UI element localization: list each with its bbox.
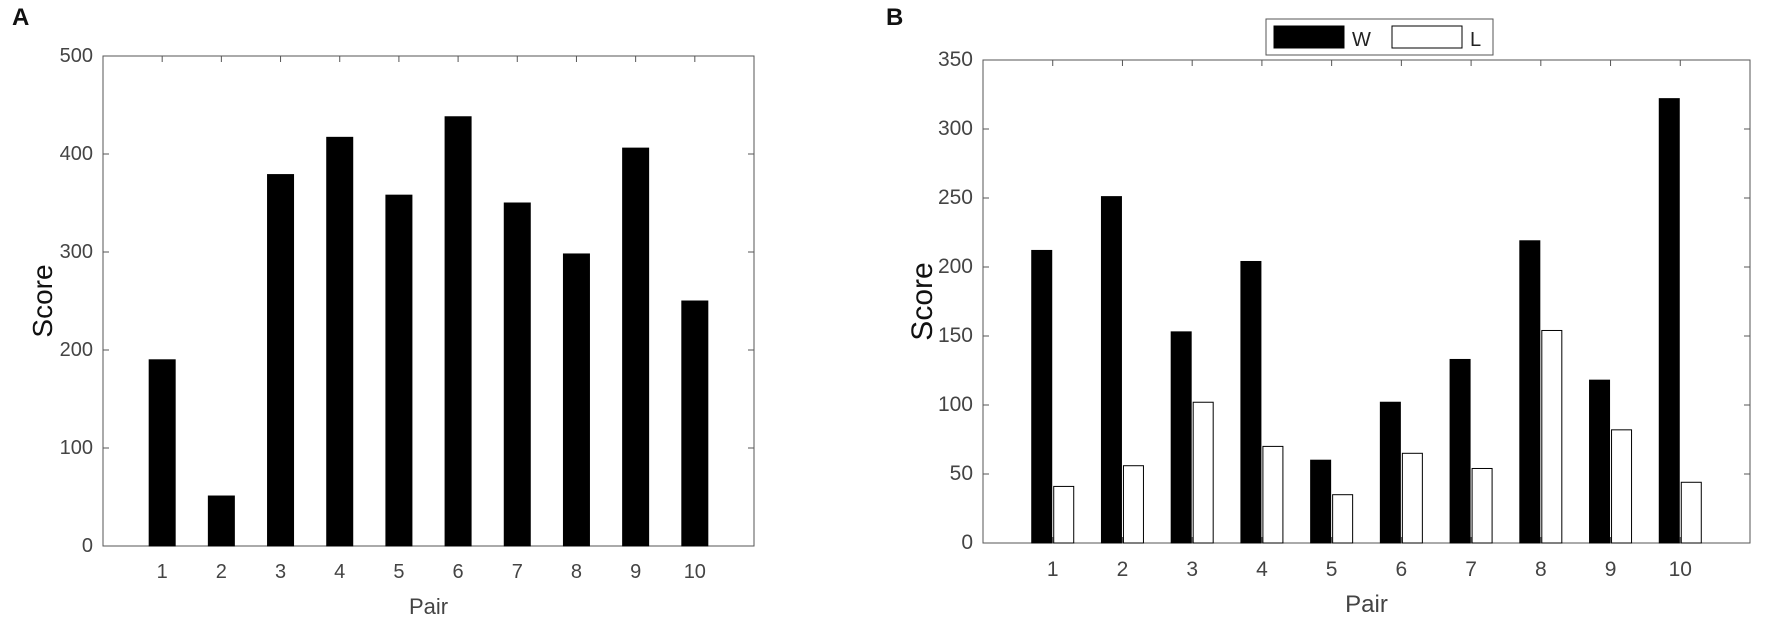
- bar: [1053, 485, 1075, 544]
- bar: [1401, 452, 1423, 544]
- y-tick-label: 100: [60, 437, 93, 459]
- y-tick-label: 0: [82, 535, 93, 557]
- chart-a: 0 100 200 300 400 500 1 2 3 4 5 6 7 8 9 10 Pair Score: [27, 45, 755, 619]
- x-tick-label: 10: [1669, 558, 1692, 581]
- legend-label: W: [1352, 29, 1371, 51]
- bar: [1589, 379, 1611, 544]
- y-tick-label: 50: [950, 462, 973, 485]
- bar: [562, 253, 590, 547]
- bar: [681, 300, 709, 547]
- y-axis-label: Score: [906, 262, 939, 340]
- bar: [1541, 329, 1563, 544]
- bar: [1100, 196, 1122, 544]
- x-tick-label: 8: [571, 561, 582, 583]
- bar: [326, 136, 354, 547]
- y-tick-label: 350: [938, 48, 973, 71]
- x-tick-label: 9: [630, 561, 641, 583]
- x-tick-label: 1: [1047, 558, 1059, 581]
- plot-frame: [982, 59, 1751, 544]
- bar: [207, 495, 235, 547]
- bar: [503, 202, 531, 547]
- bar: [1240, 260, 1262, 544]
- y-tick-label: 500: [60, 45, 93, 67]
- x-tick-label: 4: [334, 561, 345, 583]
- y-tick-label: 300: [60, 241, 93, 263]
- bar: [1332, 494, 1354, 544]
- x-tick-label: 6: [1396, 558, 1408, 581]
- chart-b: 0 50 100 150 200 250 300 350 1 2 3 4 5 6 7 8 9 10 Pair Scor…: [906, 18, 1751, 618]
- bar: [1519, 240, 1541, 544]
- x-tick-label: 3: [1186, 558, 1198, 581]
- y-tick-label: 200: [60, 339, 93, 361]
- x-tick-label: 4: [1256, 558, 1268, 581]
- x-tick-label: 2: [1117, 558, 1129, 581]
- x-tick-label: 5: [393, 561, 404, 583]
- bar: [1170, 331, 1192, 544]
- bar: [1192, 401, 1214, 544]
- bar: [1262, 445, 1284, 544]
- bar: [444, 116, 472, 547]
- y-tick-label: 200: [938, 255, 973, 278]
- bar: [1310, 459, 1332, 544]
- legend-swatch: [1273, 25, 1345, 49]
- bar: [148, 359, 176, 547]
- bar: [1471, 467, 1493, 544]
- x-tick-label: 8: [1535, 558, 1547, 581]
- y-tick-label: 400: [60, 143, 93, 165]
- legend-label: L: [1470, 29, 1481, 51]
- x-tick-label: 1: [157, 561, 168, 583]
- panel-b-label: B: [886, 4, 904, 31]
- bar: [1379, 401, 1401, 544]
- x-tick-label: 9: [1605, 558, 1617, 581]
- x-tick-label: 6: [453, 561, 464, 583]
- bar: [1680, 481, 1702, 544]
- x-axis-label: Pair: [409, 594, 448, 619]
- x-tick-label: 7: [512, 561, 523, 583]
- panel-a-label: A: [12, 4, 30, 31]
- plot-frame: [102, 55, 755, 547]
- x-tick-label: 3: [275, 561, 286, 583]
- y-tick-label: 150: [938, 324, 973, 347]
- x-tick-label: 7: [1465, 558, 1477, 581]
- x-tick-label: 5: [1326, 558, 1338, 581]
- x-axis-label: Pair: [1345, 591, 1388, 618]
- bar: [1658, 98, 1680, 544]
- bar: [1122, 465, 1144, 544]
- y-tick-label: 250: [938, 186, 973, 209]
- legend-swatch: [1391, 25, 1463, 49]
- bar: [1449, 358, 1471, 544]
- bar: [267, 174, 295, 547]
- y-tick-label: 300: [938, 117, 973, 140]
- x-tick-label: 10: [684, 561, 706, 583]
- y-tick-label: 0: [961, 531, 973, 554]
- bar: [1031, 249, 1053, 544]
- y-tick-label: 100: [938, 393, 973, 416]
- x-tick-label: 2: [216, 561, 227, 583]
- bar: [622, 147, 650, 547]
- bar: [1611, 429, 1633, 544]
- y-axis-label: Score: [27, 264, 58, 337]
- bar: [385, 194, 413, 547]
